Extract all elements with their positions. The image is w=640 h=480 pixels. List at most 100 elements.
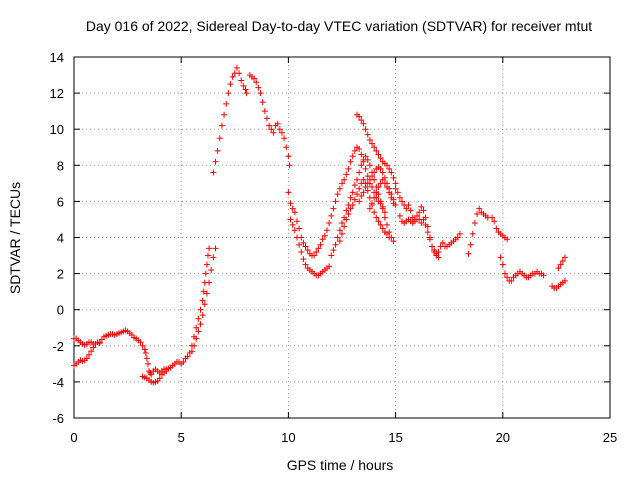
data-point xyxy=(137,339,144,346)
data-point xyxy=(212,158,219,165)
data-point xyxy=(233,64,240,71)
data-point xyxy=(336,227,343,234)
data-point xyxy=(212,245,219,252)
data-point xyxy=(210,169,217,176)
data-point xyxy=(206,279,213,286)
data-point xyxy=(405,202,412,209)
data-point xyxy=(326,220,333,227)
data-point xyxy=(341,223,348,230)
data-point xyxy=(199,312,206,319)
data-point xyxy=(489,214,496,221)
data-point xyxy=(191,342,198,349)
data-point xyxy=(142,350,149,357)
data-point xyxy=(407,207,414,214)
data-point xyxy=(373,214,380,221)
data-point xyxy=(300,256,307,263)
data-point xyxy=(356,146,363,153)
y-tick-label: -2 xyxy=(52,339,64,354)
data-point xyxy=(276,126,283,133)
data-point xyxy=(266,122,273,129)
data-point xyxy=(377,198,384,205)
data-point xyxy=(362,165,369,172)
data-point xyxy=(251,75,258,82)
x-tick-label: 20 xyxy=(496,430,510,445)
data-point xyxy=(379,169,386,176)
data-point xyxy=(216,135,223,142)
data-point xyxy=(373,147,380,154)
data-point xyxy=(349,202,356,209)
data-point xyxy=(377,155,384,162)
data-point xyxy=(287,216,294,223)
data-point xyxy=(356,113,363,120)
data-point xyxy=(388,194,395,201)
data-point xyxy=(356,169,363,176)
data-point xyxy=(435,248,442,255)
data-point xyxy=(86,351,93,358)
data-point xyxy=(360,189,367,196)
data-point xyxy=(384,230,391,237)
data-point xyxy=(399,198,406,205)
grid-lines xyxy=(74,57,610,418)
data-point xyxy=(379,176,386,183)
data-point xyxy=(467,241,474,248)
data-point xyxy=(298,248,305,255)
data-point xyxy=(379,205,386,212)
data-point xyxy=(259,99,266,106)
data-point xyxy=(366,137,373,144)
data-point xyxy=(414,212,421,219)
x-axis-label: GPS time / hours xyxy=(287,457,394,473)
data-point xyxy=(347,158,354,165)
data-point xyxy=(426,236,433,243)
data-point xyxy=(221,111,228,118)
data-point xyxy=(561,277,568,284)
data-point xyxy=(304,247,311,254)
data-point xyxy=(351,196,358,203)
data-point xyxy=(422,221,429,228)
data-point xyxy=(429,243,436,250)
data-point xyxy=(201,301,208,308)
data-point xyxy=(323,227,330,234)
data-point xyxy=(143,355,150,362)
data-point xyxy=(476,205,483,212)
data-point xyxy=(369,173,376,180)
data-point xyxy=(364,187,371,194)
data-point xyxy=(386,165,393,172)
data-point xyxy=(394,189,401,196)
data-point xyxy=(508,277,515,284)
data-point xyxy=(334,191,341,198)
data-point xyxy=(225,90,232,97)
data-point xyxy=(293,218,300,225)
data-point xyxy=(243,90,250,97)
data-point xyxy=(354,191,361,198)
data-point xyxy=(286,162,293,169)
data-point xyxy=(208,266,215,273)
y-tick-label: 12 xyxy=(50,86,64,101)
data-point xyxy=(392,185,399,192)
data-point xyxy=(195,328,202,335)
y-tick-label: 10 xyxy=(50,122,64,137)
data-points xyxy=(71,64,568,386)
data-point xyxy=(435,254,442,261)
data-point xyxy=(313,248,320,255)
y-tick-label: -4 xyxy=(52,375,64,390)
data-point xyxy=(203,290,210,297)
data-point xyxy=(371,169,378,176)
data-point xyxy=(364,180,371,187)
data-point xyxy=(218,122,225,129)
data-point xyxy=(83,355,90,362)
data-point xyxy=(559,257,566,264)
data-point xyxy=(214,147,221,154)
data-point xyxy=(255,84,262,91)
x-tick-label: 15 xyxy=(388,430,402,445)
data-point xyxy=(358,117,365,124)
data-point xyxy=(474,211,481,218)
data-point xyxy=(197,321,204,328)
data-point xyxy=(293,234,300,241)
data-point xyxy=(377,221,384,228)
data-point xyxy=(351,182,358,189)
data-point xyxy=(561,254,568,261)
data-point xyxy=(285,189,292,196)
data-point xyxy=(300,239,307,246)
data-point xyxy=(302,243,309,250)
